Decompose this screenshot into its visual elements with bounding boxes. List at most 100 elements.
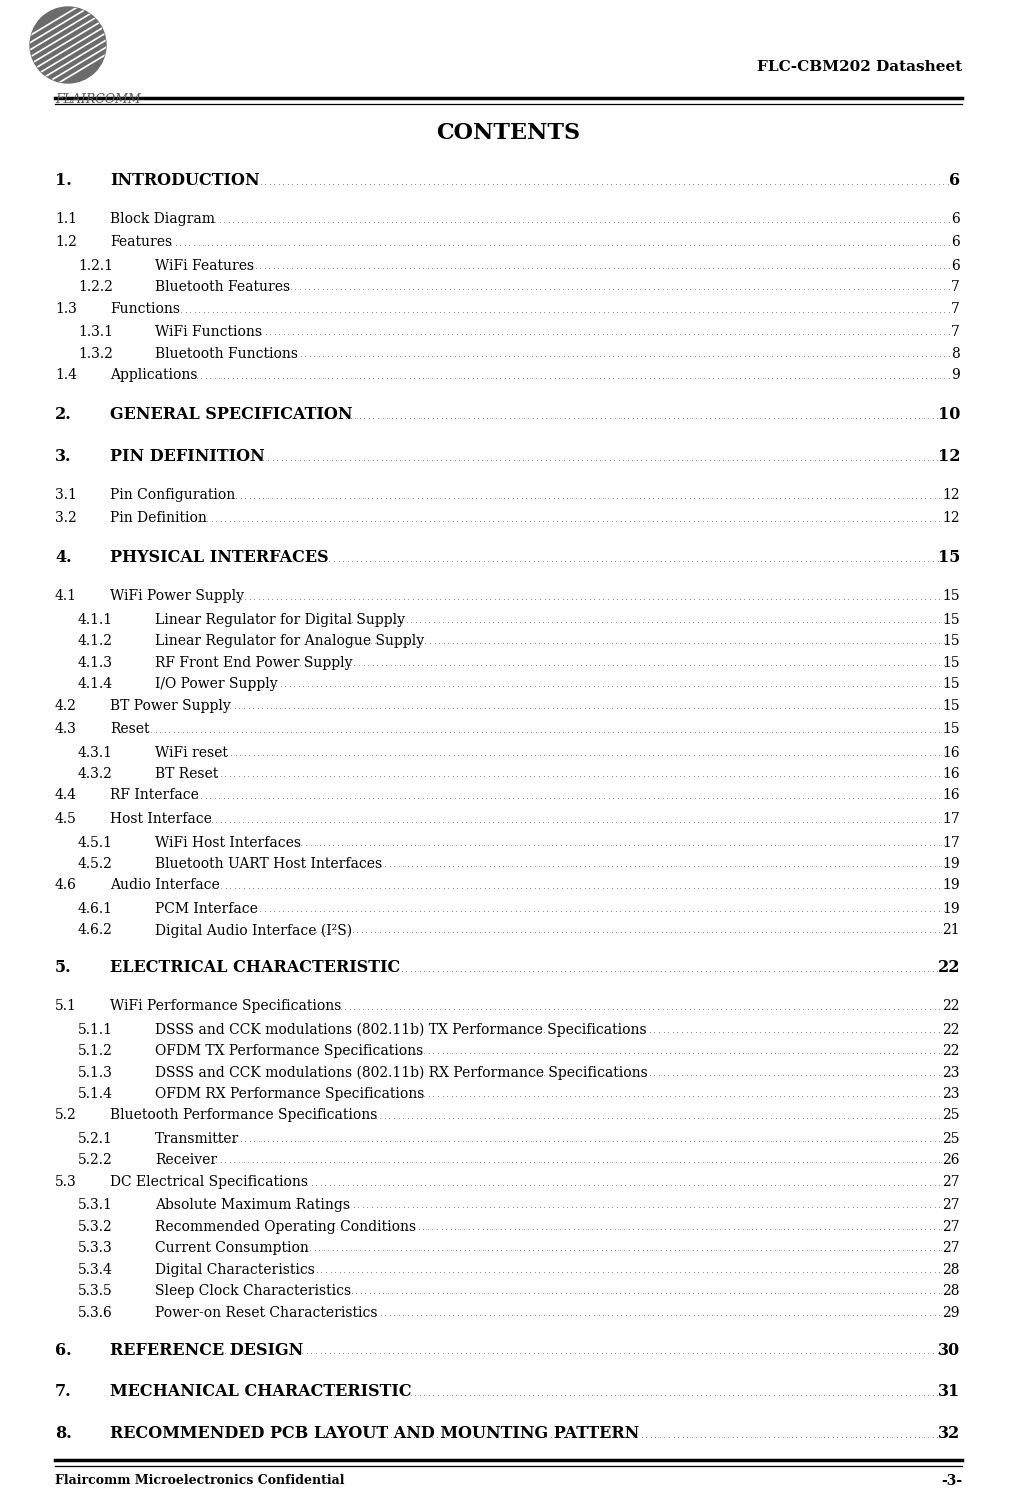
Text: 27: 27 bbox=[943, 1175, 960, 1189]
Text: Linear Regulator for Analogue Supply: Linear Regulator for Analogue Supply bbox=[155, 634, 424, 649]
Text: MECHANICAL CHARACTERISTIC: MECHANICAL CHARACTERISTIC bbox=[110, 1383, 412, 1401]
Text: 9: 9 bbox=[951, 369, 960, 382]
Text: 17: 17 bbox=[942, 835, 960, 849]
Text: PHYSICAL INTERFACES: PHYSICAL INTERFACES bbox=[110, 549, 328, 566]
Text: Sleep Clock Characteristics: Sleep Clock Characteristics bbox=[155, 1284, 351, 1299]
Text: 4.6: 4.6 bbox=[55, 879, 77, 892]
Text: BT Power Supply: BT Power Supply bbox=[110, 698, 231, 712]
Text: Bluetooth UART Host Interfaces: Bluetooth UART Host Interfaces bbox=[155, 856, 382, 871]
Text: -3-: -3- bbox=[941, 1473, 962, 1488]
Text: 15: 15 bbox=[938, 549, 960, 566]
Text: 5.3.1: 5.3.1 bbox=[78, 1198, 113, 1213]
Text: 8.: 8. bbox=[55, 1425, 72, 1442]
Text: 1.2: 1.2 bbox=[55, 235, 77, 250]
Text: I/O Power Supply: I/O Power Supply bbox=[155, 677, 278, 691]
Text: 4.1: 4.1 bbox=[55, 588, 77, 604]
Text: 4.1.1: 4.1.1 bbox=[78, 613, 113, 626]
Text: 12: 12 bbox=[943, 488, 960, 501]
Text: OFDM TX Performance Specifications: OFDM TX Performance Specifications bbox=[155, 1044, 423, 1058]
Text: 8: 8 bbox=[951, 346, 960, 361]
Text: 28: 28 bbox=[943, 1263, 960, 1276]
Text: 6: 6 bbox=[951, 212, 960, 226]
Text: 12: 12 bbox=[938, 448, 960, 465]
Text: 19: 19 bbox=[943, 879, 960, 892]
Text: DSSS and CCK modulations (802.11b) TX Performance Specifications: DSSS and CCK modulations (802.11b) TX Pe… bbox=[155, 1022, 647, 1037]
Text: 32: 32 bbox=[938, 1425, 960, 1442]
Text: 1.1: 1.1 bbox=[55, 212, 77, 226]
Text: WiFi Performance Specifications: WiFi Performance Specifications bbox=[110, 999, 342, 1013]
Text: FLAIRCOMM: FLAIRCOMM bbox=[55, 93, 140, 105]
Text: 5.3.4: 5.3.4 bbox=[78, 1263, 113, 1276]
Text: 4.4: 4.4 bbox=[55, 789, 77, 802]
Text: Functions: Functions bbox=[110, 303, 180, 316]
Text: 22: 22 bbox=[943, 1044, 960, 1058]
Text: 25: 25 bbox=[943, 1132, 960, 1145]
Text: 15: 15 bbox=[943, 634, 960, 649]
Text: 5.2.1: 5.2.1 bbox=[78, 1132, 113, 1145]
Text: 25: 25 bbox=[943, 1109, 960, 1123]
Text: 5.3.6: 5.3.6 bbox=[78, 1306, 113, 1320]
Text: 15: 15 bbox=[943, 677, 960, 691]
Text: Features: Features bbox=[110, 235, 172, 250]
Text: 10: 10 bbox=[938, 406, 960, 423]
Text: FLC-CBM202 Datasheet: FLC-CBM202 Datasheet bbox=[757, 60, 962, 74]
Text: 16: 16 bbox=[943, 789, 960, 802]
Text: GENERAL SPECIFICATION: GENERAL SPECIFICATION bbox=[110, 406, 353, 423]
Text: 5.3.3: 5.3.3 bbox=[78, 1242, 113, 1255]
Text: 1.3: 1.3 bbox=[55, 303, 77, 316]
Text: WiFi reset: WiFi reset bbox=[155, 745, 228, 760]
Text: Bluetooth Features: Bluetooth Features bbox=[155, 280, 290, 295]
Text: 27: 27 bbox=[943, 1242, 960, 1255]
Text: 23: 23 bbox=[943, 1087, 960, 1102]
Text: 4.2: 4.2 bbox=[55, 698, 77, 712]
Text: RECOMMENDED PCB LAYOUT AND MOUNTING PATTERN: RECOMMENDED PCB LAYOUT AND MOUNTING PATT… bbox=[110, 1425, 640, 1442]
Text: 4.: 4. bbox=[55, 549, 71, 566]
Text: 4.5.2: 4.5.2 bbox=[78, 856, 113, 871]
Text: 1.2.1: 1.2.1 bbox=[78, 259, 113, 272]
Text: 15: 15 bbox=[943, 656, 960, 670]
Text: 26: 26 bbox=[943, 1153, 960, 1168]
Text: Bluetooth Functions: Bluetooth Functions bbox=[155, 346, 298, 361]
Text: 5.1.1: 5.1.1 bbox=[78, 1022, 113, 1037]
Text: REFERENCE DESIGN: REFERENCE DESIGN bbox=[110, 1341, 303, 1359]
Text: WiFi Functions: WiFi Functions bbox=[155, 325, 262, 339]
Text: 7: 7 bbox=[951, 280, 960, 295]
Text: INTRODUCTION: INTRODUCTION bbox=[110, 172, 259, 190]
Text: WiFi Power Supply: WiFi Power Supply bbox=[110, 588, 244, 604]
Text: WiFi Host Interfaces: WiFi Host Interfaces bbox=[155, 835, 301, 849]
Text: 4.5.1: 4.5.1 bbox=[78, 835, 113, 849]
Text: 15: 15 bbox=[943, 698, 960, 712]
Text: 5.2: 5.2 bbox=[55, 1109, 76, 1123]
Text: 6: 6 bbox=[951, 259, 960, 272]
Text: 19: 19 bbox=[943, 901, 960, 917]
Text: 31: 31 bbox=[938, 1383, 960, 1401]
Text: 4.1.2: 4.1.2 bbox=[78, 634, 113, 649]
Text: DSSS and CCK modulations (802.11b) RX Performance Specifications: DSSS and CCK modulations (802.11b) RX Pe… bbox=[155, 1066, 648, 1081]
Text: WiFi Features: WiFi Features bbox=[155, 259, 254, 272]
Text: Current Consumption: Current Consumption bbox=[155, 1242, 309, 1255]
Text: 3.: 3. bbox=[55, 448, 71, 465]
Text: 6: 6 bbox=[951, 235, 960, 250]
Text: 2.: 2. bbox=[55, 406, 72, 423]
Text: Block Diagram: Block Diagram bbox=[110, 212, 215, 226]
Text: 15: 15 bbox=[943, 588, 960, 604]
Text: 4.5: 4.5 bbox=[55, 813, 77, 826]
Text: 21: 21 bbox=[943, 924, 960, 938]
Text: 3.1: 3.1 bbox=[55, 488, 77, 501]
Text: 4.3.1: 4.3.1 bbox=[78, 745, 113, 760]
Text: 6.: 6. bbox=[55, 1341, 71, 1359]
Text: Flaircomm Microelectronics Confidential: Flaircomm Microelectronics Confidential bbox=[55, 1473, 345, 1487]
Text: 4.6.1: 4.6.1 bbox=[78, 901, 113, 917]
Text: ELECTRICAL CHARACTERISTIC: ELECTRICAL CHARACTERISTIC bbox=[110, 959, 401, 977]
Text: PIN DEFINITION: PIN DEFINITION bbox=[110, 448, 264, 465]
Text: Host Interface: Host Interface bbox=[110, 813, 212, 826]
Text: 22: 22 bbox=[943, 999, 960, 1013]
Text: 1.4: 1.4 bbox=[55, 369, 77, 382]
Text: Pin Configuration: Pin Configuration bbox=[110, 488, 235, 501]
Text: 28: 28 bbox=[943, 1284, 960, 1299]
Text: 7.: 7. bbox=[55, 1383, 71, 1401]
Text: 5.1.3: 5.1.3 bbox=[78, 1066, 113, 1079]
Text: Power-on Reset Characteristics: Power-on Reset Characteristics bbox=[155, 1306, 377, 1320]
Text: Audio Interface: Audio Interface bbox=[110, 879, 220, 892]
Text: 4.1.3: 4.1.3 bbox=[78, 656, 113, 670]
